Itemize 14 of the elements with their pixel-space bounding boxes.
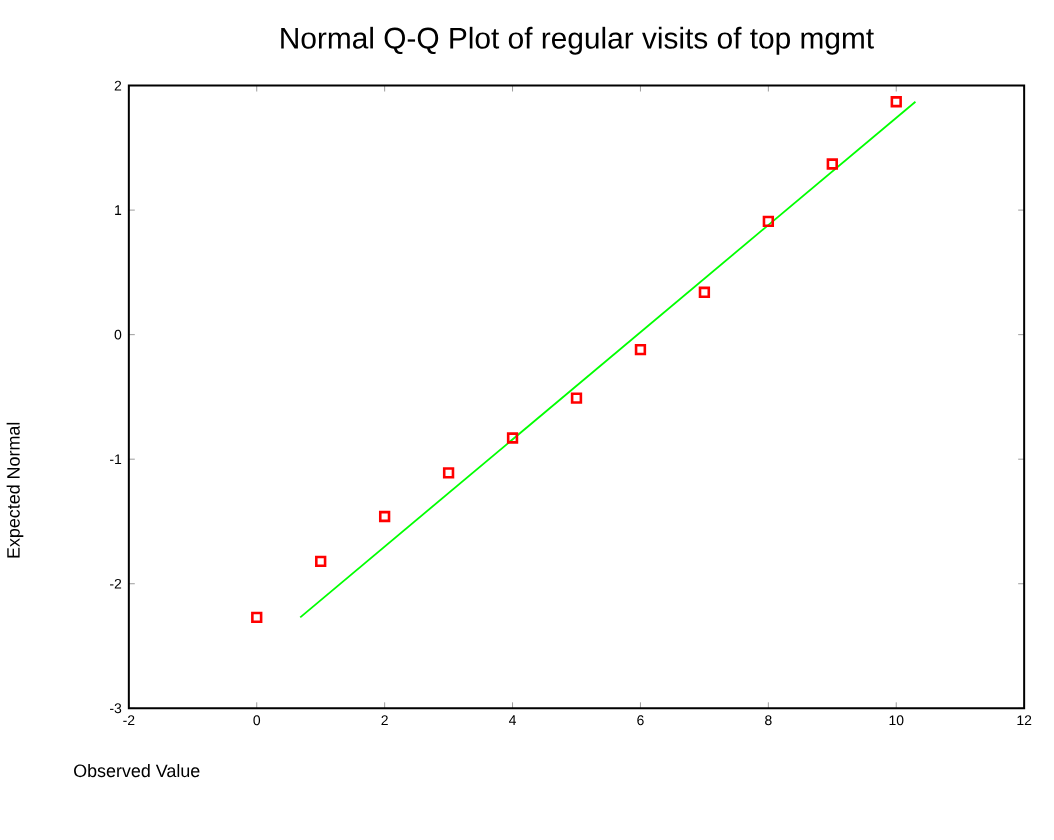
point (762, 215, 775, 228)
point (251, 611, 263, 624)
point (442, 467, 455, 479)
y-axis-title: Expected Normal (6, 423, 24, 558)
point (570, 392, 583, 405)
point (506, 432, 519, 444)
point (378, 510, 391, 523)
point (315, 555, 327, 568)
point (826, 158, 838, 170)
chart-title: Normal Q-Q Plot of regular visits of top mgmt (281, 27, 874, 55)
x-axis-title: Observed Value (74, 764, 200, 778)
point (634, 344, 647, 356)
point (698, 286, 711, 299)
point (890, 96, 902, 108)
